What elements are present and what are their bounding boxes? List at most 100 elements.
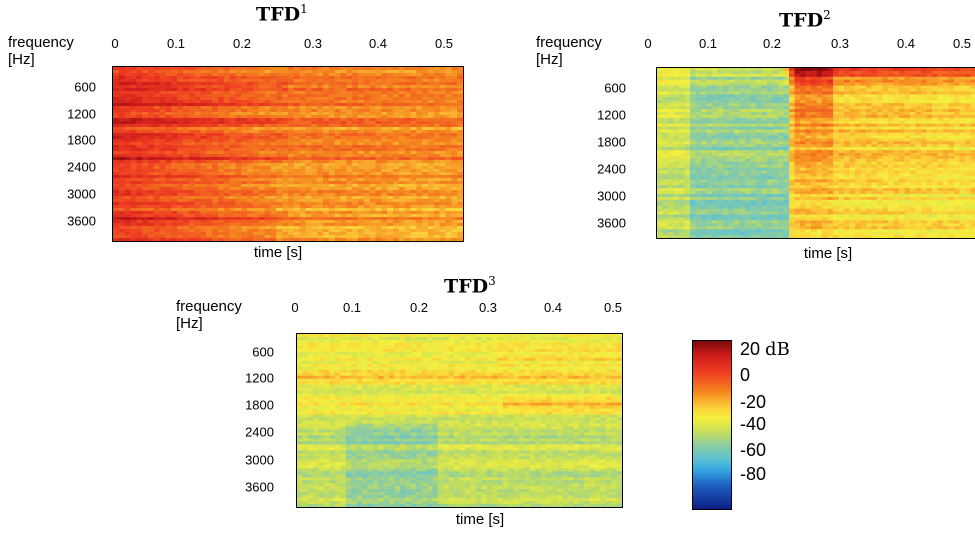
heatmap-cell <box>188 70 196 74</box>
heatmap-cell <box>113 94 120 98</box>
heatmap-cell <box>247 214 254 218</box>
heatmap-cell <box>433 94 441 98</box>
heatmap-cell <box>288 82 295 86</box>
heatmap-cell <box>334 121 342 125</box>
heatmap-cell <box>657 164 664 169</box>
heatmap-cell <box>723 76 730 81</box>
heatmap-cell <box>148 169 155 173</box>
heatmap-cell <box>422 178 429 182</box>
heatmap-cell <box>177 166 184 170</box>
heatmap-cell <box>282 79 289 83</box>
heatmap-cell <box>276 160 283 164</box>
heatmap-cell <box>728 158 735 163</box>
heatmap-cell <box>381 76 388 80</box>
heatmap-cell <box>422 148 429 152</box>
heatmap-cell <box>177 94 184 98</box>
heatmap-cell <box>761 223 768 227</box>
heatmap-cell <box>358 148 365 152</box>
heatmap-cell <box>363 67 371 71</box>
heatmap-cell <box>183 238 190 241</box>
heatmap-cell <box>118 169 126 173</box>
heatmap-cell <box>270 187 277 191</box>
heatmap-cell <box>188 115 196 119</box>
heatmap-cell <box>334 166 342 170</box>
heatmap-cell <box>684 220 691 224</box>
heatmap-cell <box>369 220 377 224</box>
heatmap-cell <box>789 202 796 207</box>
heatmap-cell <box>433 79 441 83</box>
heatmap-cell <box>218 106 225 110</box>
heatmap-cell <box>756 82 763 87</box>
heatmap-cell <box>369 205 377 209</box>
heatmap-cell <box>241 91 248 95</box>
heatmap-cell <box>282 130 289 134</box>
heatmap-cell <box>293 139 301 143</box>
heatmap-cell <box>113 220 120 224</box>
heatmap-cell <box>410 154 417 158</box>
heatmap-cell <box>369 178 377 182</box>
heatmap-cell <box>130 118 137 122</box>
heatmap-cell <box>662 199 669 204</box>
heatmap-cell <box>177 91 184 95</box>
heatmap-cell <box>264 136 272 140</box>
heatmap-cell <box>118 172 126 176</box>
heatmap-cell <box>393 202 400 206</box>
heatmap-cell <box>276 151 283 155</box>
heatmap-cell <box>772 70 779 75</box>
heatmap-cell <box>783 144 790 148</box>
heatmap-cell <box>212 94 219 98</box>
heatmap-cell <box>177 184 184 188</box>
heatmap-cell <box>200 238 207 241</box>
heatmap-cell <box>317 190 324 194</box>
heatmap-cell <box>398 85 406 89</box>
heatmap-cell <box>299 232 307 236</box>
heatmap-cell <box>200 229 207 233</box>
heatmap-cell <box>317 151 324 155</box>
heatmap-cell <box>756 117 763 122</box>
heatmap-cell <box>778 158 785 163</box>
heatmap-cell <box>346 163 353 167</box>
heatmap-cell <box>229 151 237 155</box>
heatmap-cell <box>124 175 132 179</box>
heatmap-cell <box>706 217 713 222</box>
heatmap-cell <box>369 130 377 134</box>
heatmap-cell <box>695 150 702 154</box>
heatmap-cell <box>706 196 713 201</box>
heatmap-cell <box>194 199 202 203</box>
heatmap-cell <box>445 100 452 104</box>
heatmap-cell <box>668 202 675 207</box>
heatmap-cell <box>668 91 675 95</box>
heatmap-cell <box>772 226 779 230</box>
heatmap-cell <box>712 117 719 122</box>
heatmap-cell <box>428 211 435 215</box>
heatmap-cell <box>778 176 785 180</box>
heatmap-cell <box>734 211 741 216</box>
heatmap-cell <box>750 111 757 116</box>
heatmap-cell <box>183 169 190 173</box>
heatmap-cell <box>299 145 307 149</box>
heatmap-cell <box>247 118 254 122</box>
heatmap-cell <box>118 106 126 110</box>
heatmap-cell <box>783 132 790 137</box>
heatmap-cell <box>778 188 785 192</box>
heatmap-cell <box>113 139 120 143</box>
heatmap-cell <box>200 154 207 158</box>
heatmap-cell <box>340 106 347 110</box>
heatmap-cell <box>299 178 307 182</box>
heatmap-cell <box>177 229 184 233</box>
heatmap-cell <box>212 73 219 77</box>
heatmap-cell <box>218 208 225 212</box>
heatmap-cell <box>188 121 196 125</box>
heatmap-cell <box>311 82 318 86</box>
heatmap-cell <box>165 211 172 215</box>
heatmap-cell <box>734 173 741 178</box>
heatmap-cell <box>398 136 406 140</box>
heatmap-cell <box>358 181 365 185</box>
heatmap-cell <box>148 109 155 113</box>
heatmap-cell <box>136 109 143 113</box>
heatmap-cell <box>673 173 680 178</box>
heatmap-cell <box>276 148 283 152</box>
heatmap-cell <box>188 109 196 113</box>
heatmap-cell <box>662 217 669 222</box>
heatmap-cell <box>317 214 324 218</box>
